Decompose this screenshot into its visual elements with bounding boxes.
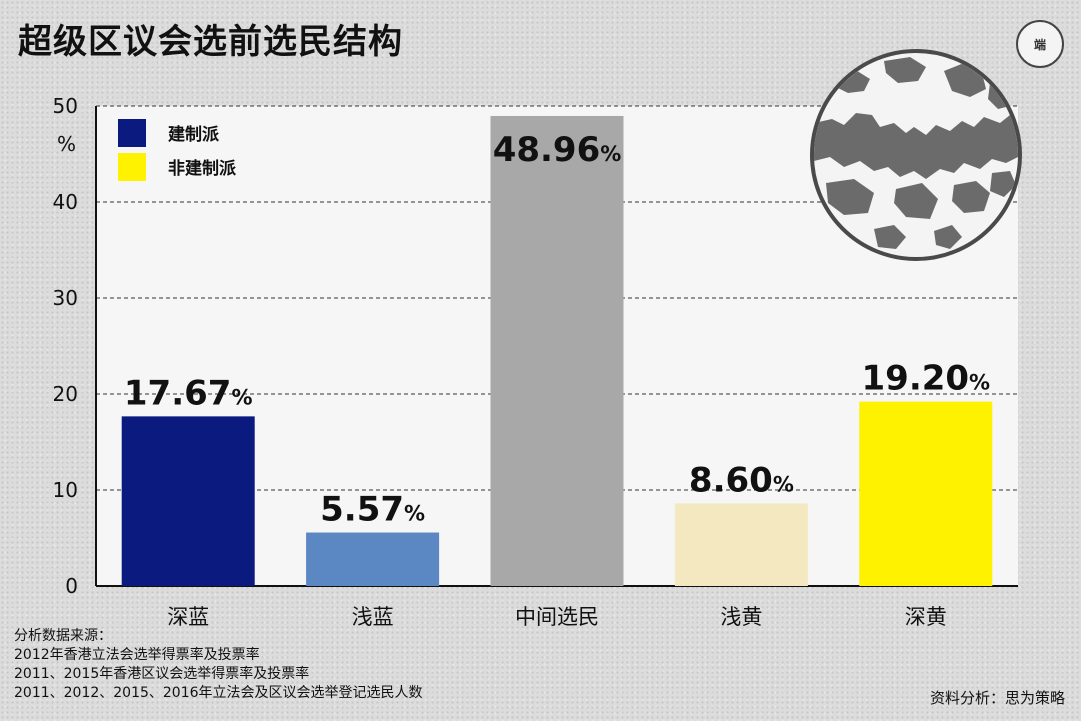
chart-title: 超级区议会选前选民结构 [18, 22, 403, 62]
y-tick-label: 20 [53, 382, 78, 406]
x-tick-label: 浅蓝 [352, 605, 394, 629]
legend: 建制派 非建制派 [118, 117, 236, 185]
y-unit-label: % [57, 132, 76, 156]
data-label: 8.60% [689, 460, 794, 500]
source-line: 2011、2012、2015、2016年立法会及区议会选举登记选民人数 [14, 685, 423, 701]
bar [306, 532, 440, 586]
legend-swatch [118, 118, 146, 147]
credit: 资料分析：思为策略 [929, 689, 1065, 707]
y-tick-label: 40 [53, 190, 78, 214]
legend-swatch [118, 152, 146, 181]
data-label: 5.57% [320, 490, 425, 530]
data-label: 48.96% [493, 130, 622, 170]
data-sources: 分析数据来源： 2012年香港立法会选举得票率及投票率 2011、2015年香港… [14, 627, 423, 703]
x-tick-label: 深蓝 [167, 605, 209, 629]
legend-item-pro-establishment: 建制派 [118, 117, 236, 148]
bar [490, 115, 624, 586]
source-line: 2011、2015年香港区议会选举得票率及投票率 [14, 666, 310, 682]
y-tick-label: 50 [53, 94, 78, 118]
y-tick-label: 0 [65, 574, 78, 598]
bar [859, 401, 993, 586]
bar [674, 503, 808, 586]
hong-kong-map-icon [810, 49, 1022, 261]
bar [121, 416, 255, 586]
sources-heading: 分析数据来源： [14, 628, 112, 644]
source-line: 2012年香港立法会选举得票率及投票率 [14, 647, 260, 663]
legend-item-non-establishment: 非建制派 [118, 151, 236, 182]
y-tick-label: 10 [53, 478, 78, 502]
data-label: 17.67% [124, 373, 253, 413]
x-tick-label: 深黄 [905, 605, 947, 629]
x-tick-label: 浅黄 [720, 605, 762, 629]
legend-label: 非建制派 [168, 159, 236, 179]
x-tick-label: 中间选民 [515, 605, 599, 629]
y-tick-label: 30 [53, 286, 78, 310]
legend-label: 建制派 [168, 125, 219, 145]
logo-icon: 端 [1016, 20, 1064, 68]
data-label: 19.20% [862, 359, 991, 399]
